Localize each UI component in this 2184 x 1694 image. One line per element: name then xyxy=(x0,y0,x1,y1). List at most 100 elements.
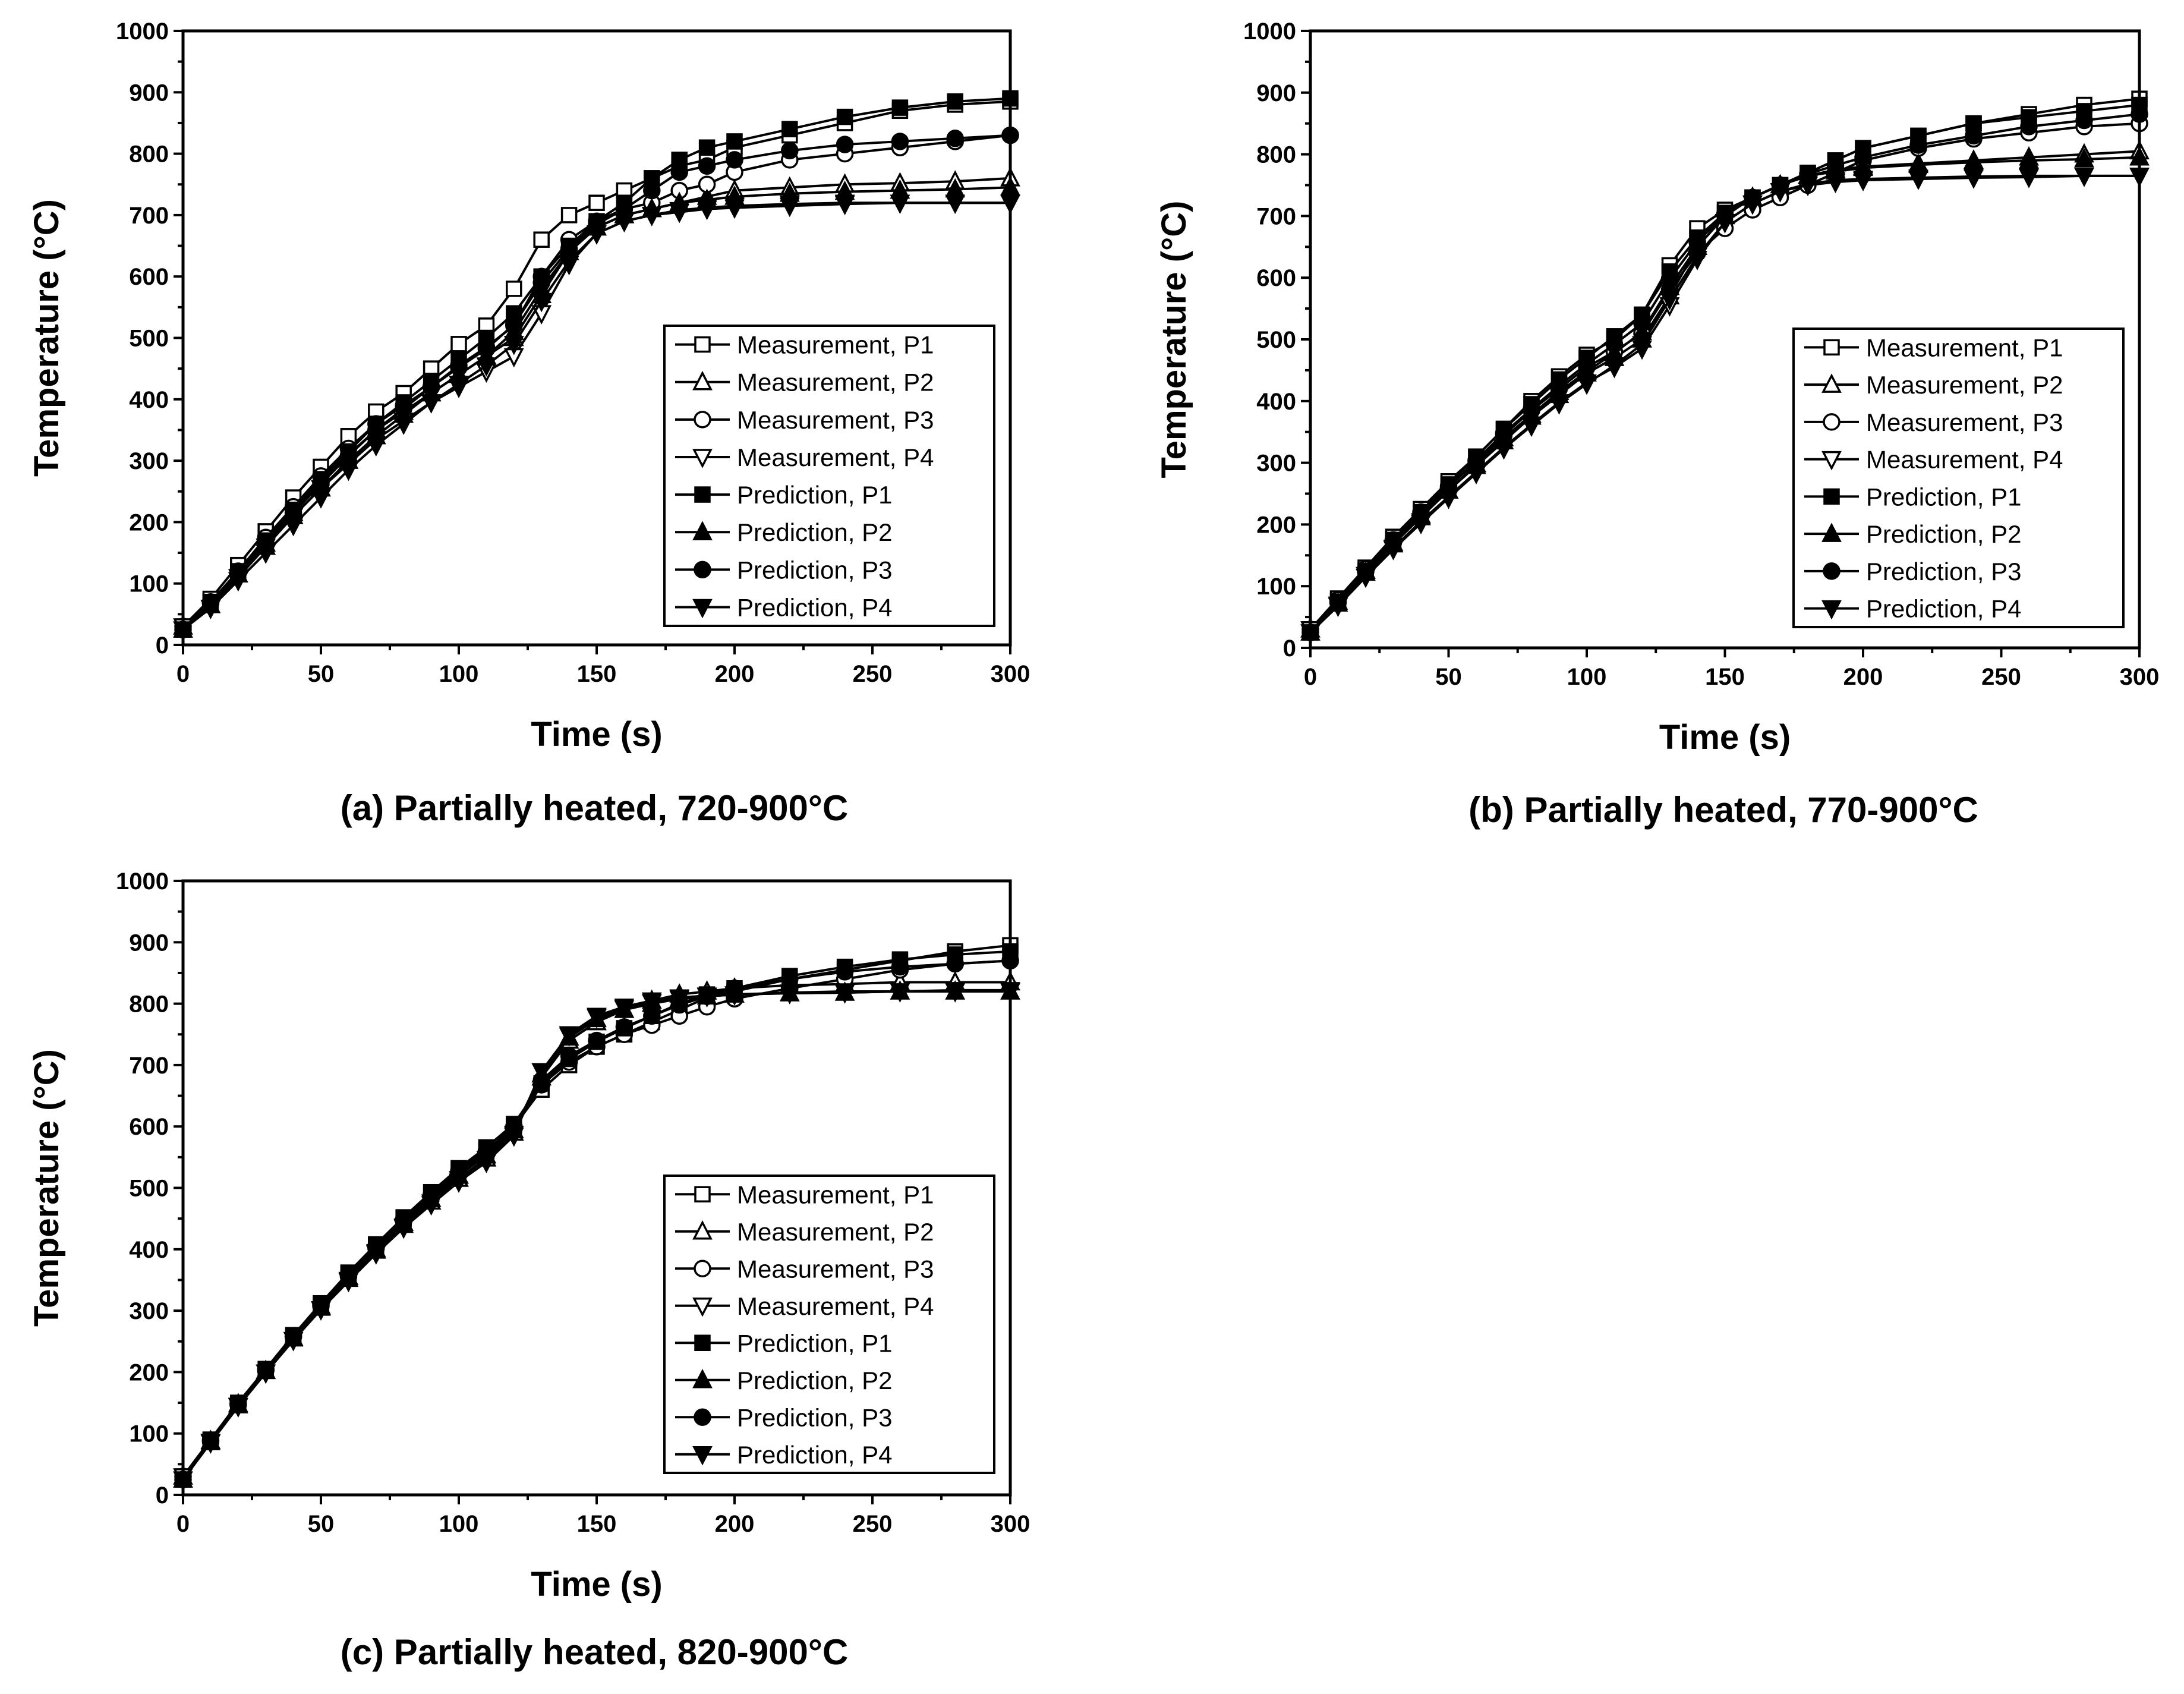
data-point xyxy=(641,994,662,1014)
data-point xyxy=(891,133,909,150)
y-tick-label: 600 xyxy=(129,1114,169,1140)
data-point xyxy=(1965,127,1983,145)
y-tick-label: 700 xyxy=(129,203,169,229)
data-point xyxy=(669,990,690,1010)
data-point xyxy=(615,1018,634,1036)
data-point xyxy=(395,399,412,418)
data-point xyxy=(1356,568,1376,588)
data-point xyxy=(1578,355,1596,373)
x-tick-label: 250 xyxy=(853,661,893,687)
x-tick-label: 150 xyxy=(577,1511,617,1537)
legend-marker xyxy=(694,561,711,579)
data-point xyxy=(365,437,386,457)
x-tick-label: 300 xyxy=(2120,664,2160,690)
y-tick-label: 900 xyxy=(129,80,169,106)
legend-entry-label: Prediction, P2 xyxy=(737,1366,892,1394)
data-point xyxy=(228,572,248,592)
legend-entry-label: Measurement, P3 xyxy=(1866,408,2063,436)
data-point xyxy=(367,421,385,439)
x-tick-label: 200 xyxy=(715,661,755,687)
legend-marker xyxy=(694,1186,711,1202)
y-tick-label: 500 xyxy=(129,1176,169,1202)
x-tick-label: 0 xyxy=(177,1511,190,1537)
data-point xyxy=(1633,314,1651,332)
series-prediction-p4 xyxy=(173,194,1020,641)
data-point xyxy=(339,447,358,465)
data-point xyxy=(283,1331,304,1352)
data-point xyxy=(256,544,276,564)
data-point xyxy=(891,958,909,976)
data-point xyxy=(1523,400,1540,418)
data-point xyxy=(669,201,690,222)
data-point xyxy=(503,1125,524,1145)
data-point xyxy=(836,136,854,153)
data-point xyxy=(697,988,717,1008)
chart-svg-b: 0 50 100 150 200 250 300 0 100 200 300 400 500 600 700… xyxy=(1155,18,2160,830)
legend-entry-label: Prediction, P4 xyxy=(737,593,892,621)
legend-marker xyxy=(694,336,711,353)
legend-marker xyxy=(1823,562,1841,580)
x-tick-label: 150 xyxy=(1705,664,1745,690)
data-point xyxy=(614,1000,635,1020)
y-tick-label: 300 xyxy=(129,448,169,474)
series-prediction-p3 xyxy=(174,126,1019,638)
chart-panel-b: 0 50 100 150 200 250 300 0 100 200 300 400 500 600 700… xyxy=(1129,0,2184,844)
data-point xyxy=(1495,424,1513,442)
data-point xyxy=(422,378,440,396)
y-axis-label: Temperature (°C) xyxy=(1155,201,1193,478)
legend-entry-label: Prediction, P1 xyxy=(737,1329,892,1357)
data-point xyxy=(1715,214,1735,234)
x-tick-label: 200 xyxy=(715,1511,755,1537)
data-point xyxy=(641,207,662,226)
legend-box xyxy=(663,1175,995,1474)
legend-entry-label: Measurement, P4 xyxy=(737,443,934,471)
data-point xyxy=(779,985,800,1005)
data-point xyxy=(698,139,716,156)
data-point xyxy=(1798,175,1818,196)
legend-entry-label: Measurement, P3 xyxy=(737,406,934,434)
x-tick-label: 50 xyxy=(1435,664,1462,690)
data-point xyxy=(393,415,414,435)
data-point xyxy=(890,983,910,1003)
data-point xyxy=(393,1218,414,1238)
data-point xyxy=(781,141,799,160)
legend-marker xyxy=(1821,451,1842,471)
legend-marker xyxy=(1823,413,1841,431)
data-point xyxy=(781,970,799,988)
legend-entry-label: Prediction, P4 xyxy=(737,1441,892,1469)
legend-marker xyxy=(1823,339,1840,356)
data-point xyxy=(256,1364,276,1384)
data-point xyxy=(834,984,855,1004)
y-tick-label: 800 xyxy=(129,991,169,1018)
data-point xyxy=(1659,291,1680,311)
data-point xyxy=(200,600,221,619)
legend-entry-label: Prediction, P4 xyxy=(1866,595,2021,623)
data-point xyxy=(421,1194,442,1214)
legend-entry-label: Measurement, P3 xyxy=(737,1255,934,1283)
data-point xyxy=(311,489,331,509)
legend-marker xyxy=(694,1334,711,1351)
legend-entry-label: Measurement, P1 xyxy=(737,1180,934,1208)
data-point xyxy=(945,983,966,1003)
y-axis-label: Temperature (°C) xyxy=(27,199,66,477)
legend-entry-label: Measurement, P2 xyxy=(737,369,934,396)
series-prediction-p4 xyxy=(1300,168,2150,644)
chart-svg-c: 0 50 100 150 200 250 300 0 100 200 300 400 500 600 700… xyxy=(27,868,1030,1672)
legend-entry-label: Prediction, P2 xyxy=(737,518,892,546)
y-tick-label: 500 xyxy=(129,326,169,352)
legend-entry-label: Prediction, P1 xyxy=(1866,483,2021,511)
x-tick-label: 50 xyxy=(308,661,335,687)
chart-caption: (a) Partially heated, 720-900°C xyxy=(341,788,848,828)
data-point xyxy=(1854,149,1872,166)
data-point xyxy=(450,336,467,352)
data-point xyxy=(2019,168,2039,187)
data-point xyxy=(890,194,910,215)
data-point xyxy=(1466,465,1486,485)
legend-entry-label: Prediction, P3 xyxy=(737,1403,892,1431)
x-tick-label: 100 xyxy=(439,661,479,687)
data-point xyxy=(338,461,359,481)
legend-marker xyxy=(1821,600,1842,620)
data-point xyxy=(1742,195,1763,215)
data-point xyxy=(1577,375,1597,395)
x-tick-label: 100 xyxy=(1567,664,1607,690)
